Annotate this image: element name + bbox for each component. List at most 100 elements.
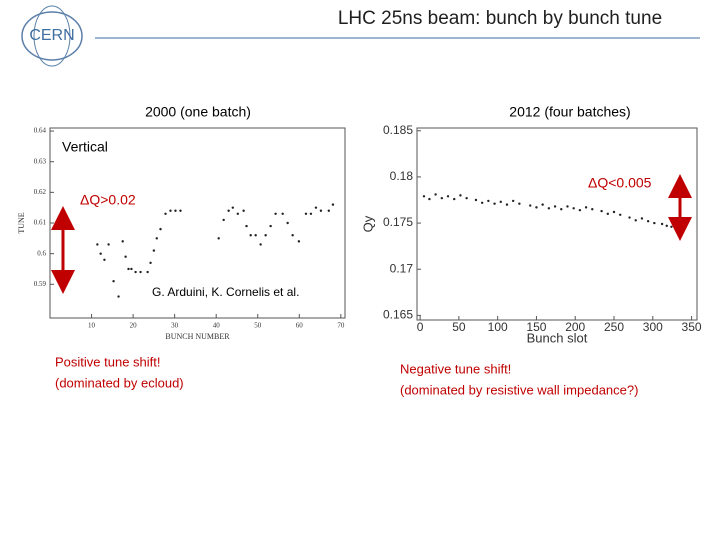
data-point — [264, 234, 267, 237]
x-tick-label: 300 — [643, 320, 663, 334]
plot-frame — [416, 127, 698, 321]
y-tick-label: 0.175 — [383, 215, 413, 229]
data-point — [314, 206, 318, 209]
x-tick-label: 60 — [296, 322, 304, 330]
y-tick-label: 0.185 — [383, 123, 413, 137]
data-point — [319, 209, 323, 212]
data-point — [254, 234, 257, 237]
y-tick-label: 0.59 — [34, 280, 47, 288]
x-tick-label: 50 — [254, 322, 262, 330]
x-tick-label: 100 — [488, 320, 508, 334]
data-point — [505, 203, 509, 206]
data-point — [217, 237, 220, 240]
data-point — [112, 280, 115, 283]
data-point — [291, 234, 294, 237]
data-point — [665, 224, 668, 228]
data-point — [159, 227, 162, 231]
data-point — [245, 224, 248, 228]
data-point — [446, 195, 450, 198]
chart-title: 2000 (one batch) — [145, 104, 251, 120]
data-point — [560, 208, 563, 211]
data-point — [660, 222, 664, 226]
caption-right-1: Negative tune shift! — [400, 361, 511, 376]
data-point — [103, 258, 106, 261]
data-point — [121, 240, 124, 243]
data-point — [572, 207, 575, 210]
data-point — [179, 209, 182, 212]
data-point — [327, 209, 330, 212]
data-point — [274, 212, 277, 216]
data-point — [499, 200, 502, 204]
data-point — [453, 197, 456, 201]
annotation: ΔQ>0.02 — [80, 192, 136, 208]
caption-left-1: Positive tune shift! — [55, 354, 161, 369]
data-point — [146, 270, 149, 274]
x-tick-label: 50 — [452, 320, 466, 334]
y-tick-label: 0.62 — [34, 188, 47, 196]
data-point — [518, 202, 521, 205]
data-point — [249, 234, 252, 237]
data-point — [619, 213, 622, 216]
data-point — [117, 295, 120, 298]
data-point — [134, 270, 137, 274]
data-point — [286, 221, 289, 225]
y-tick-label: 0.17 — [390, 261, 414, 275]
data-point — [440, 196, 444, 200]
data-point — [600, 209, 603, 213]
caption-right-2: (dominated by resistive wall impedance?) — [400, 382, 638, 397]
data-point — [566, 205, 569, 208]
x-tick-label: 350 — [682, 320, 702, 334]
y-tick-label: 0.64 — [34, 127, 47, 135]
cern-logo: CERN — [21, 5, 83, 67]
data-point — [634, 219, 637, 222]
data-point — [480, 201, 484, 204]
data-point — [242, 209, 245, 212]
data-point — [474, 198, 478, 202]
caption-left-2: (dominated by ecloud) — [55, 375, 184, 390]
x-tick-label: 40 — [213, 322, 221, 330]
data-point — [428, 197, 431, 201]
data-point — [227, 209, 230, 212]
data-point — [434, 193, 437, 196]
data-point — [169, 209, 172, 212]
annotation: G. Arduini, K. Cornelis et al. — [152, 285, 299, 299]
data-point — [231, 206, 235, 209]
data-point — [584, 206, 588, 209]
x-tick-label: 20 — [130, 322, 138, 330]
data-point — [640, 217, 644, 220]
logo-text: CERN — [29, 27, 74, 44]
x-tick-label: 0 — [417, 320, 424, 334]
data-point — [297, 240, 301, 243]
data-point — [422, 195, 426, 198]
data-point — [670, 225, 673, 228]
data-point — [653, 221, 656, 225]
data-point — [547, 207, 551, 210]
data-point — [96, 243, 99, 246]
data-point — [529, 204, 532, 207]
x-tick-label: 150 — [526, 320, 546, 334]
y-tick-label: 0.6 — [37, 249, 46, 257]
data-point — [124, 255, 127, 258]
chart-title: 2012 (four batches) — [509, 104, 630, 120]
y-tick-label: 0.61 — [34, 219, 47, 227]
y-tick-label: 0.18 — [390, 169, 414, 183]
x-tick-label: 250 — [604, 320, 624, 334]
x-axis-label: BUNCH NUMBER — [165, 332, 230, 341]
data-point — [628, 216, 631, 219]
data-point — [107, 243, 110, 246]
slide-title: LHC 25ns beam: bunch by bunch tune — [338, 8, 662, 29]
y-tick-label: 0.165 — [383, 308, 413, 322]
data-point — [309, 212, 313, 216]
data-point — [174, 209, 177, 212]
data-point — [155, 237, 158, 240]
charts: 0.59 0.6 0.61 0.62 0.63 0.64 10 20 30 40 50 60 70 BUN… — [17, 104, 702, 346]
data-point — [164, 212, 167, 216]
data-point — [646, 220, 650, 223]
x-tick-label: 30 — [171, 322, 179, 330]
x-axis-label: Bunch slot — [527, 330, 588, 345]
x-tick-label: 70 — [337, 322, 345, 330]
data-point — [459, 194, 462, 197]
data-point — [553, 205, 557, 208]
annotation: Vertical — [62, 139, 108, 155]
